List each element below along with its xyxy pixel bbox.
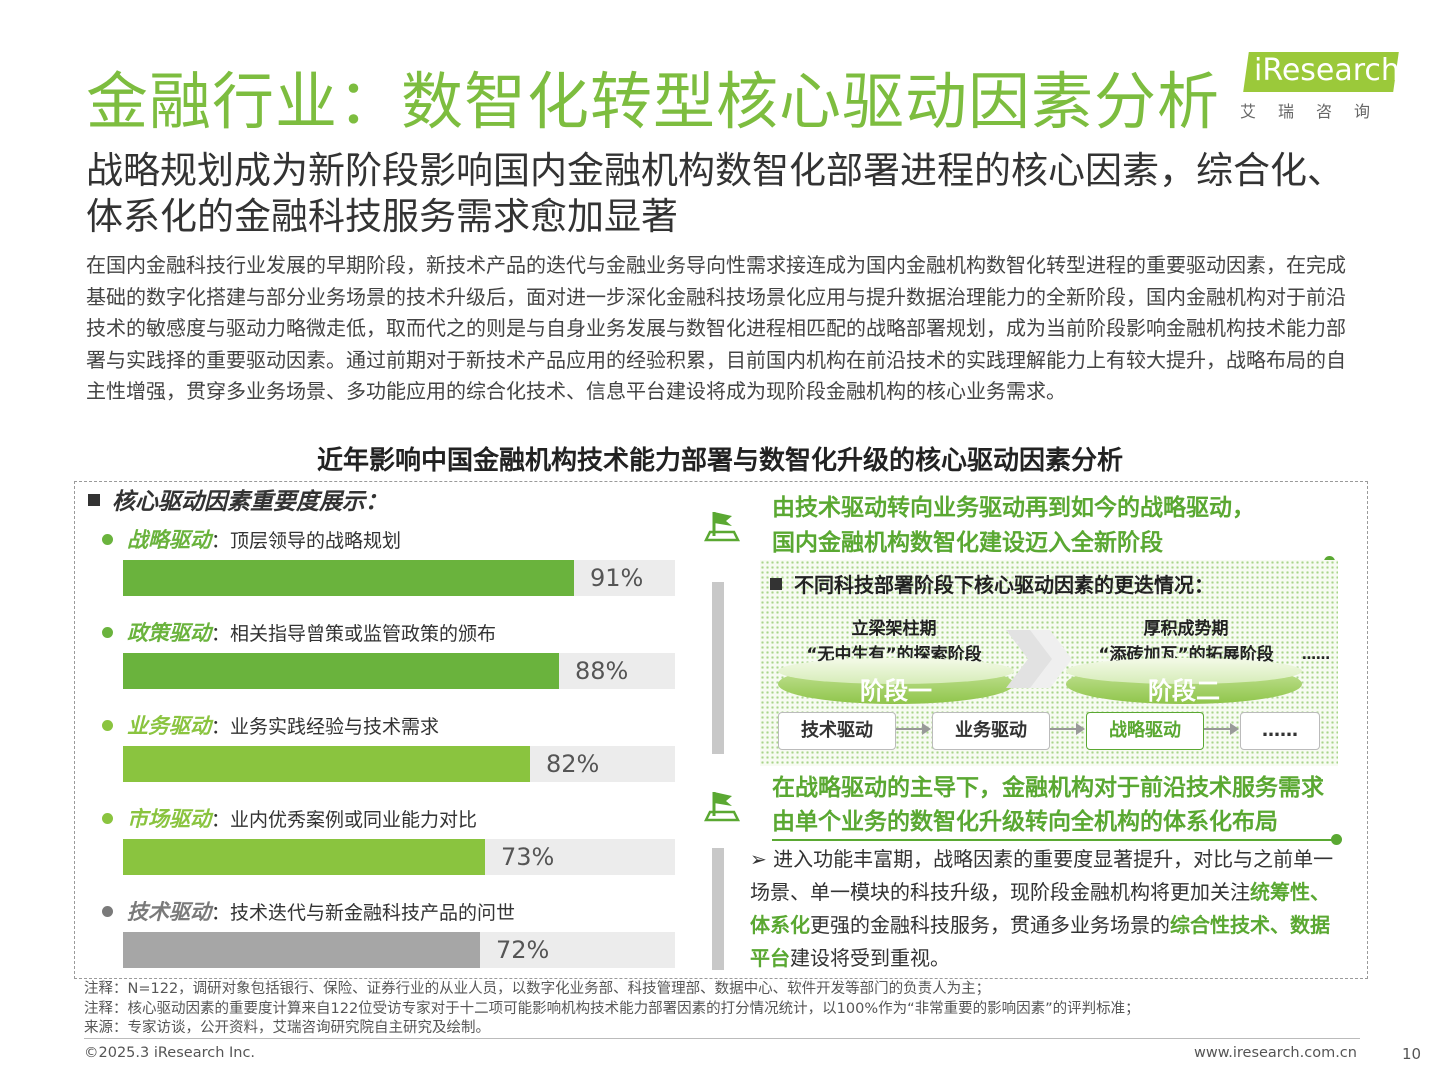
bar-track: 91% [123,560,675,596]
bar-track: 88% [123,653,675,689]
headline-1-line-1: 由技术驱动转向业务驱动再到如今的战略驱动， [772,495,1255,521]
stage-2-period: 厚积成势期 [1143,619,1229,639]
arrow-right-icon [1076,723,1085,735]
bar-value-label: 82% [546,750,600,778]
flag-icon [704,512,740,542]
driver-description: 业内优秀案例或同业能力对比 [230,809,478,831]
driver-label: 政策驱动：相关指导曾策或监管政策的颁布 [102,619,496,648]
headline-2-line-1: 在战略驱动的主导下，金融机构对于前沿技术服务需求 [772,775,1324,801]
note-method: 注释：核心驱动因素的重要度计算来自122位受访专家对于十二项可能影响机构技术能力… [84,1000,1140,1017]
driver-box-more: …… [1240,712,1320,750]
bar-value-label: 73% [501,843,555,871]
headline-2-line-2: 由单个业务的数智化升级转向全机构的体系化布局 [772,809,1278,835]
copyright: ©2025.3 iResearch Inc. [84,1045,256,1061]
driver-colon: ： [211,809,231,831]
bullet-dot-icon [102,720,113,731]
bullet-dot-icon [102,627,113,638]
analysis-panel [74,481,1368,979]
bar-track: 72% [123,932,675,968]
arrow-line [1204,728,1230,730]
bar-track: 82% [123,746,675,782]
chart-heading: 近年影响中国金融机构技术能力部署与数智化升级的核心驱动因素分析 [316,446,1123,476]
driver-description: 技术迭代与新金融科技产品的问世 [230,902,516,924]
stage-1-disc-top [778,658,1014,684]
conclusion-part: 建设将受到重视。 [790,946,950,970]
bullet-dot-icon [102,813,113,824]
website-link[interactable]: www.iresearch.com.cn [1194,1045,1357,1061]
logo-text: iResearch [1254,53,1400,88]
bar [123,746,530,782]
driver-box-business: 业务驱动 [932,712,1050,750]
bar-value-label: 91% [590,564,644,592]
note-sample: 注释：N=122，调研对象包括银行、保险、证券行业的从业人员，以数字化业务部、科… [84,981,991,997]
driver-colon: ： [211,902,231,924]
page-title: 金融行业：数智化转型核心驱动因素分析 [86,65,1221,138]
driver-name: 技术驱动 [127,900,211,924]
bar-value-label: 88% [575,657,629,685]
stage-header: 不同科技部署阶段下核心驱动因素的更迭情况： [770,570,1214,600]
conclusion-highlight: 综合性技术、数据平台 [750,913,1330,970]
driver-box-strategy: 战略驱动 [1086,712,1204,750]
bullet-dot-icon [102,906,113,917]
stage-header-text: 不同科技部署阶段下核心驱动因素的更迭情况： [794,573,1214,597]
left-panel-header: 核心驱动因素重要度展示： [88,486,388,518]
conclusion-part: 进入功能丰富期，战略因素的重要度显著提升，对比与之前单一场景、单一模块的科技升级… [750,847,1334,904]
arrow-right-icon [922,723,931,735]
page-subtitle: 战略规划成为新阶段影响国内金融机构数智化部署进程的核心因素，综合化、体系化的金融… [86,149,1344,238]
bullet-dot-icon [102,534,113,545]
driver-colon: ： [211,530,231,552]
driver-name: 业务驱动 [127,714,211,738]
bar-value-label: 72% [496,936,550,964]
arrow-right-icon [1230,723,1239,735]
driver-name: 战略驱动 [127,528,211,552]
driver-description: 相关指导曾策或监管政策的颁布 [230,623,497,645]
headline-1-line-2: 国内金融机构数智化建设迈入全新阶段 [772,530,1163,556]
divider-bar [712,582,724,754]
driver-description: 业务实践经验与技术需求 [230,716,440,738]
iresearch-logo: iResearch 艾瑞咨询 [1240,48,1410,138]
driver-label: 技术驱动：技术迭代与新金融科技产品的问世 [102,898,515,927]
stage-2-label: 阶段二 [1148,677,1220,705]
driver-name: 市场驱动 [127,807,211,831]
footer-divider [84,1038,1360,1039]
conclusion-highlight: 统筹性、体系化 [750,880,1330,937]
left-panel-header-text: 核心驱动因素重要度展示： [112,489,388,515]
bar [123,839,485,875]
driver-label: 战略驱动：顶层领导的战略规划 [102,526,401,555]
bar [123,653,559,689]
bullet-arrow-icon: ➢ [750,847,767,871]
stage-1-label: 阶段一 [860,677,932,705]
underline-dot [1331,834,1342,845]
stage-1-period: 立梁架柱期 [851,619,937,639]
stage-2-disc-top [1066,658,1302,684]
body-paragraph: 在国内金融科技行业发展的早期阶段，新技术产品的迭代与金融业务导向性需求接连成为国… [86,253,1346,403]
square-bullet-icon [770,577,782,590]
logo-cn-text: 艾瑞咨询 [1240,102,1393,121]
headline-underline [772,839,1334,841]
driver-description: 顶层领导的战略规划 [230,530,402,552]
driver-colon: ： [211,623,231,645]
arrow-line [1050,728,1076,730]
bar [123,932,480,968]
driver-label: 业务驱动：业务实践经验与技术需求 [102,712,439,741]
square-bullet-icon [88,493,100,506]
bar-track: 73% [123,839,675,875]
notes-block: 注释：N=122，调研对象包括银行、保险、证券行业的从业人员，以数字化业务部、科… [84,980,1140,1039]
driver-box-technology: 技术驱动 [778,712,896,750]
conclusion-part: 更强的金融科技服务，贯通多业务场景的 [810,913,1170,937]
conclusion-text: ➢ 进入功能丰富期，战略因素的重要度显著提升，对比与之前单一场景、单一模块的科技… [750,843,1348,975]
chevron-right-icon [1006,630,1072,688]
note-source: 来源：专家访谈，公开资料，艾瑞咨询研究院自主研究及绘制。 [84,1020,490,1036]
driver-colon: ： [211,716,231,738]
page-number: 10 [1402,1045,1422,1063]
bar [123,560,574,596]
divider-bar [712,848,724,970]
driver-name: 政策驱动 [127,621,211,645]
driver-label: 市场驱动：业内优秀案例或同业能力对比 [102,805,477,834]
flag-icon [704,792,740,822]
arrow-line [896,728,922,730]
stage-ellipsis: …… [1302,647,1330,663]
